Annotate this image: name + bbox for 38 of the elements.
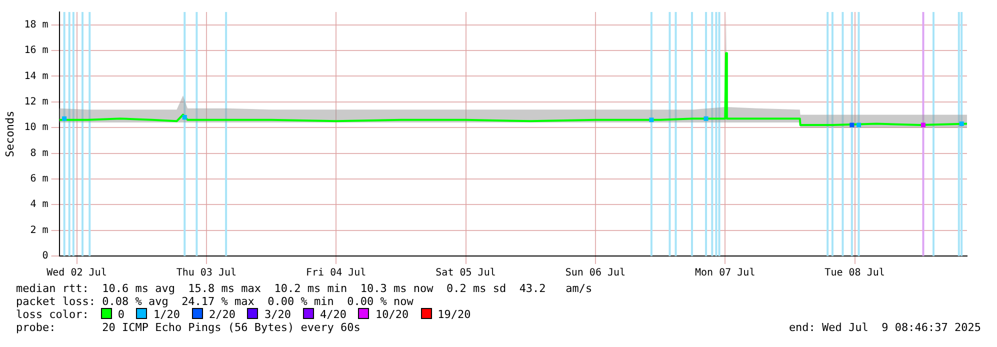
y-tick-label: 12 m [24, 96, 48, 108]
text: probe: 20 ICMP Echo Pings (56 Bytes) every 60s [16, 321, 360, 334]
point [959, 121, 964, 126]
point [704, 116, 708, 121]
y-tick-label: 6 m [30, 174, 48, 185]
legend-title: loss color: [16, 308, 89, 321]
y-tick-label: 8 m [30, 148, 48, 159]
legend-label: 19/20 [436, 308, 471, 321]
text: packet loss: 0.08 % avg 24.17 % max 0.00 % min 0.00 % now [16, 295, 414, 308]
x-tick-label: Fri 04 Jul [306, 268, 366, 279]
legend-label: 1/20 [152, 308, 180, 321]
x-tick-label: Mon 07 Jul [695, 268, 756, 279]
x-tick-label: Wed 02 Jul [46, 268, 107, 279]
y-tick-label: 10 m [24, 122, 48, 134]
point [182, 115, 187, 120]
y-tick-label: 14 m [24, 70, 48, 82]
legend-label: 2/20 [208, 308, 236, 321]
x-tick-label: Thu 03 Jul [176, 268, 237, 279]
x-tick-label: Sun 06 Jul [565, 268, 626, 279]
point [62, 116, 67, 121]
y-tick-label: 16 m [24, 45, 48, 56]
point [920, 122, 926, 128]
y-tick-label: 0 [42, 250, 48, 262]
y-axis-title: Seconds [3, 110, 16, 158]
point [850, 122, 854, 128]
text: end: Wed Jul 9 08:46:37 2025 [788, 321, 981, 334]
legend-label: 3/20 [263, 308, 291, 321]
y-tick-label: 18 m [24, 19, 48, 30]
point [856, 122, 862, 128]
x-tick-label: Sat 05 Jul [436, 268, 496, 279]
y-tick-label: 2 m [30, 224, 48, 236]
legend-label: 0 [116, 308, 124, 321]
x-tick-label: Tue 08 Jul [824, 268, 885, 279]
legend-label: 10/20 [374, 308, 409, 321]
y-tick-label: 4 m [30, 199, 48, 210]
point [649, 118, 654, 122]
legend-label: 4/20 [318, 308, 346, 321]
text: median rtt: 10.6 ms avg 15.8 ms max 10.2 ms min 10.3 ms now 0.2 ms sd 43.2 am/s [16, 282, 594, 295]
